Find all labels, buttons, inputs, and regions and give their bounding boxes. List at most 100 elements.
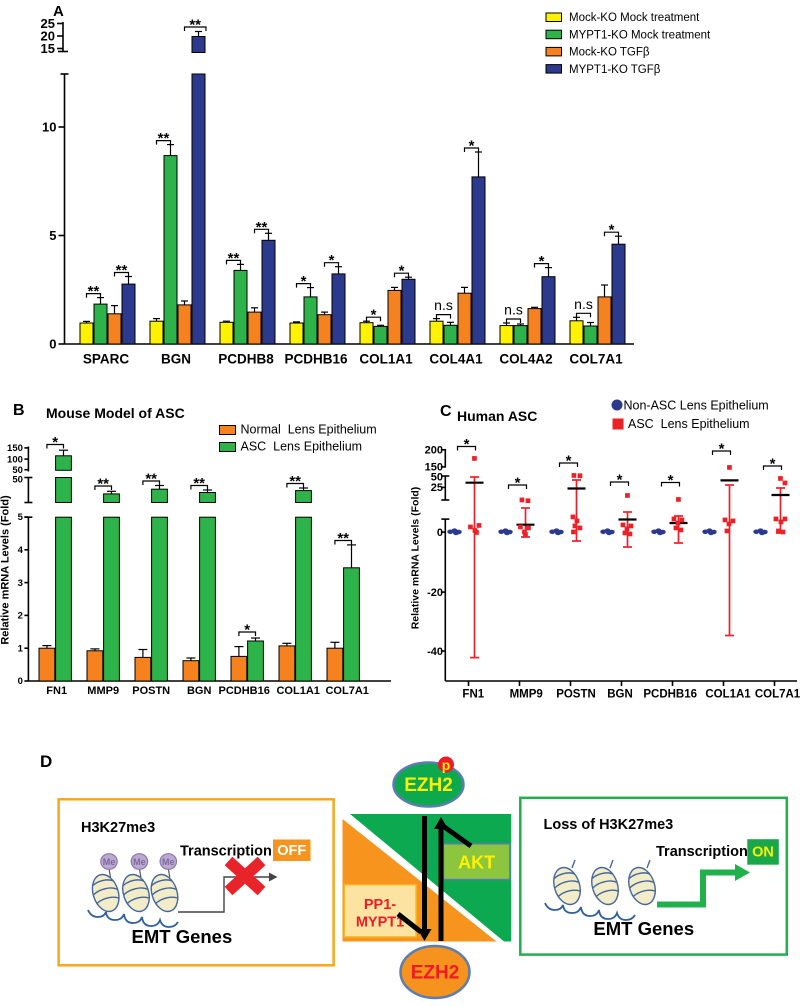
svg-text:MMP9: MMP9 <box>87 685 119 697</box>
svg-text:PCDHB16: PCDHB16 <box>643 689 697 701</box>
svg-text:FN1: FN1 <box>462 689 484 701</box>
svg-text:200: 200 <box>425 445 443 457</box>
svg-text:*: * <box>539 253 545 270</box>
svg-text:EZH2: EZH2 <box>411 963 460 984</box>
svg-text:BGN: BGN <box>607 689 633 701</box>
svg-text:15: 15 <box>41 41 55 56</box>
svg-text:20: 20 <box>41 29 55 44</box>
svg-text:**: ** <box>193 475 205 492</box>
svg-text:FN1: FN1 <box>46 685 67 697</box>
svg-text:**: ** <box>158 130 170 147</box>
svg-text:-20: -20 <box>427 587 443 599</box>
svg-text:**: ** <box>88 283 100 300</box>
svg-text:50: 50 <box>431 472 443 484</box>
svg-text:COL4A2: COL4A2 <box>499 352 552 367</box>
svg-text:Mouse Model of ASC: Mouse Model of ASC <box>46 405 185 421</box>
svg-text:COL1A1: COL1A1 <box>359 352 413 367</box>
svg-text:150: 150 <box>425 462 443 474</box>
svg-text:*: * <box>329 252 335 269</box>
svg-text:A: A <box>53 3 64 20</box>
svg-text:**: ** <box>145 471 157 488</box>
svg-text:Human ASC: Human ASC <box>457 408 537 424</box>
svg-text:0: 0 <box>18 676 23 687</box>
svg-text:Relative mRNA Levels (Fold): Relative mRNA Levels (Fold) <box>410 487 422 630</box>
svg-text:*: * <box>244 622 250 639</box>
svg-text:MYPT1-KO TGFβ: MYPT1-KO TGFβ <box>569 64 661 76</box>
svg-text:SPARC: SPARC <box>83 352 130 367</box>
svg-text:100: 100 <box>7 454 23 465</box>
svg-text:Me: Me <box>133 857 146 867</box>
svg-text:*: * <box>52 434 58 451</box>
svg-text:50: 50 <box>12 474 23 485</box>
svg-text:BGN: BGN <box>187 685 212 697</box>
svg-text:MYPT1-KO Mock treatment: MYPT1-KO Mock treatment <box>569 29 711 41</box>
svg-text:2: 2 <box>18 611 23 622</box>
svg-text:50: 50 <box>12 465 23 476</box>
svg-text:ON: ON <box>752 845 774 861</box>
svg-text:AKT: AKT <box>458 853 495 873</box>
svg-text:ASC Lens Epithelium: ASC Lens Epithelium <box>628 417 750 431</box>
svg-text:*: * <box>301 273 307 290</box>
svg-text:COL7A1: COL7A1 <box>325 685 368 697</box>
svg-text:Transcription: Transcription <box>180 844 272 860</box>
svg-text:0: 0 <box>437 527 443 539</box>
svg-text:25: 25 <box>431 482 443 494</box>
svg-text:Transcription: Transcription <box>656 844 748 860</box>
svg-text:*: * <box>515 475 521 492</box>
svg-text:EZH2: EZH2 <box>404 775 453 796</box>
svg-text:EMT Genes: EMT Genes <box>132 926 233 947</box>
svg-text:COL7A1: COL7A1 <box>755 689 800 701</box>
svg-text:**: ** <box>337 530 349 547</box>
svg-text:EMT Genes: EMT Genes <box>593 918 694 939</box>
svg-text:Me: Me <box>162 857 175 867</box>
svg-text:*: * <box>371 307 377 324</box>
svg-text:H3K27me3: H3K27me3 <box>81 820 155 836</box>
svg-text:**: ** <box>256 219 268 236</box>
svg-text:**: ** <box>97 476 109 493</box>
svg-text:PCDHB8: PCDHB8 <box>218 352 274 367</box>
svg-text:*: * <box>566 453 572 470</box>
svg-text:**: ** <box>189 17 201 34</box>
svg-text:COL4A1: COL4A1 <box>429 352 483 367</box>
svg-text:4: 4 <box>18 545 24 556</box>
svg-text:Normal Lens Epithelium: Normal Lens Epithelium <box>241 423 377 437</box>
svg-text:1: 1 <box>18 643 24 654</box>
svg-text:*: * <box>668 472 674 489</box>
svg-text:Mock-KO Mock treatment: Mock-KO Mock treatment <box>569 12 700 24</box>
svg-text:PCDHB16: PCDHB16 <box>284 352 348 367</box>
svg-text:**: ** <box>116 262 128 279</box>
svg-text:COL1A1: COL1A1 <box>705 689 751 701</box>
svg-text:Non-ASC Lens Epithelium: Non-ASC Lens Epithelium <box>624 399 769 413</box>
svg-text:*: * <box>770 456 776 473</box>
svg-text:BGN: BGN <box>161 352 191 367</box>
svg-text:**: ** <box>228 250 240 267</box>
svg-text:Me: Me <box>103 857 116 867</box>
svg-text:OFF: OFF <box>277 843 306 859</box>
svg-text:*: * <box>617 472 623 489</box>
svg-text:C: C <box>440 403 452 420</box>
svg-text:ASC Lens Epithelium: ASC Lens Epithelium <box>241 440 363 454</box>
svg-text:n.s: n.s <box>574 296 593 312</box>
svg-text:MMP9: MMP9 <box>510 689 543 701</box>
svg-text:MYPT1: MYPT1 <box>356 915 404 931</box>
svg-text:n.s: n.s <box>504 302 523 318</box>
svg-text:*: * <box>464 436 470 453</box>
svg-text:*: * <box>719 441 725 458</box>
svg-text:5: 5 <box>49 228 56 243</box>
svg-text:25: 25 <box>41 16 55 31</box>
svg-text:POSTN: POSTN <box>556 689 596 701</box>
svg-text:3: 3 <box>18 578 23 589</box>
svg-text:Mock-KO TGFβ: Mock-KO TGFβ <box>569 47 650 59</box>
svg-text:B: B <box>13 402 25 419</box>
svg-text:-40: -40 <box>427 646 443 658</box>
svg-text:*: * <box>399 263 405 280</box>
svg-text:POSTN: POSTN <box>132 685 170 697</box>
svg-text:0: 0 <box>49 337 56 352</box>
svg-text:D: D <box>40 752 52 771</box>
svg-text:p: p <box>442 757 451 773</box>
svg-text:PCDHB16: PCDHB16 <box>219 685 270 697</box>
svg-text:n.s: n.s <box>434 297 453 313</box>
svg-text:*: * <box>609 222 615 239</box>
svg-text:COL1A1: COL1A1 <box>276 685 319 697</box>
svg-text:COL7A1: COL7A1 <box>569 352 623 367</box>
